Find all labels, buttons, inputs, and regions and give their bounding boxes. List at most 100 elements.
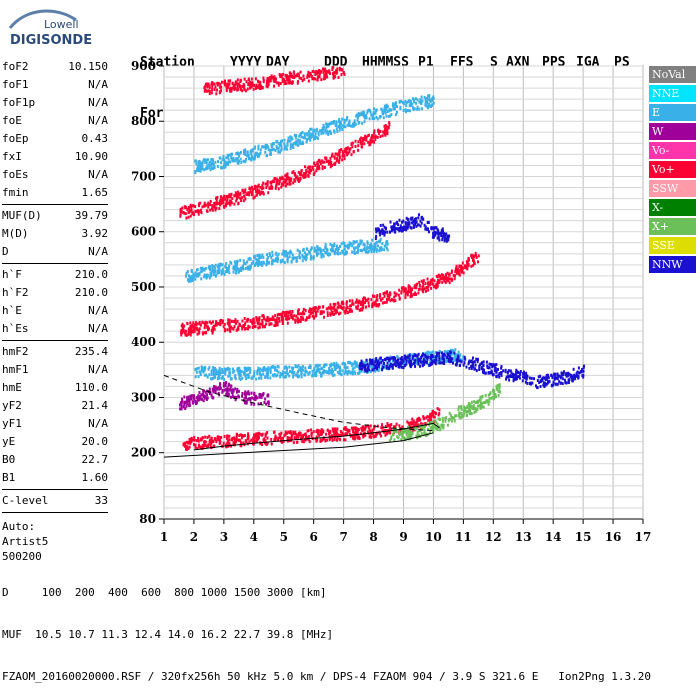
echo-point: [420, 361, 422, 364]
echo-point: [271, 251, 273, 254]
echo-point: [304, 134, 306, 137]
echo-point: [275, 367, 277, 370]
echo-point: [374, 360, 376, 363]
x-tick-label: 14: [545, 530, 562, 544]
echo-point: [473, 262, 475, 265]
echo-point: [355, 361, 357, 364]
echo-point: [270, 369, 272, 372]
echo-point: [345, 252, 347, 255]
echo-point: [192, 325, 194, 328]
echo-point: [255, 325, 257, 328]
echo-point: [223, 195, 225, 198]
echo-point: [253, 370, 255, 373]
echo-point: [347, 244, 349, 247]
echo-point: [395, 222, 397, 225]
echo-point: [187, 398, 189, 401]
echo-point: [336, 130, 338, 133]
echo-point: [382, 131, 384, 134]
echo-point: [352, 370, 354, 373]
echo-point: [217, 160, 219, 163]
echo-point: [420, 356, 422, 359]
echo-point: [349, 308, 351, 311]
echo-point: [424, 425, 426, 428]
echo-point: [269, 252, 271, 255]
echo-point: [212, 159, 214, 162]
echo-point: [407, 225, 409, 228]
echo-point: [444, 417, 446, 420]
echo-point: [371, 429, 373, 432]
echo-point: [249, 440, 251, 443]
echo-point: [338, 161, 340, 164]
echo-point: [265, 263, 267, 266]
echo-point: [278, 182, 280, 185]
y-tick-label: 600: [131, 225, 156, 239]
echo-point: [238, 377, 240, 380]
echo-point: [323, 71, 325, 74]
echo-point: [297, 312, 299, 315]
echo-point: [344, 371, 346, 374]
echo-point: [296, 433, 298, 436]
echo-point: [385, 108, 387, 111]
echo-point: [436, 358, 438, 361]
echo-point: [324, 439, 326, 442]
echo-point: [205, 167, 207, 170]
echo-point: [400, 292, 402, 295]
echo-point: [339, 369, 341, 372]
echo-point: [458, 269, 460, 272]
echo-point: [350, 362, 352, 365]
echo-point: [282, 437, 284, 440]
echo-point: [303, 257, 305, 260]
echo-point: [312, 168, 314, 171]
echo-point: [208, 435, 210, 438]
echo-point: [282, 370, 284, 373]
echo-point: [234, 440, 236, 443]
echo-point: [393, 438, 395, 441]
echo-point: [370, 137, 372, 140]
echo-point: [418, 108, 420, 111]
echo-point: [477, 405, 479, 408]
echo-point: [344, 157, 346, 160]
echo-point: [311, 128, 313, 131]
echo-point: [370, 436, 372, 439]
echo-point: [200, 277, 202, 280]
echo-point: [188, 332, 190, 335]
echo-point: [319, 364, 321, 367]
echo-point: [219, 442, 221, 445]
echo-point: [442, 274, 444, 277]
echo-point: [540, 385, 542, 388]
echo-point: [522, 379, 524, 382]
echo-point: [437, 228, 439, 231]
echo-point: [443, 362, 445, 365]
echo-point: [183, 395, 185, 398]
echo-point: [438, 274, 440, 277]
echo-point: [311, 247, 313, 250]
echo-point: [278, 433, 280, 436]
echo-point: [219, 367, 221, 370]
echo-point: [211, 373, 213, 376]
echo-point: [308, 366, 310, 369]
echo-point: [196, 371, 198, 374]
echo-point: [332, 250, 334, 253]
echo-point: [206, 393, 208, 396]
echo-point: [225, 381, 227, 384]
echo-point: [288, 317, 290, 320]
echo-point: [407, 222, 409, 225]
echo-point: [179, 209, 181, 212]
echo-point: [255, 316, 257, 319]
echo-point: [438, 408, 440, 411]
echo-point: [526, 382, 528, 385]
echo-point: [289, 255, 291, 258]
echo-point: [386, 115, 388, 118]
echo-point: [417, 98, 419, 101]
echo-point: [573, 368, 575, 371]
echo-point: [389, 115, 391, 118]
echo-point: [405, 108, 407, 111]
echo-point: [374, 243, 376, 246]
echo-point: [410, 218, 412, 221]
echo-point: [261, 443, 263, 446]
echo-point: [230, 396, 232, 399]
echo-point: [232, 271, 234, 274]
echo-point: [353, 150, 355, 153]
echo-point: [442, 425, 444, 428]
echo-point: [358, 122, 360, 125]
